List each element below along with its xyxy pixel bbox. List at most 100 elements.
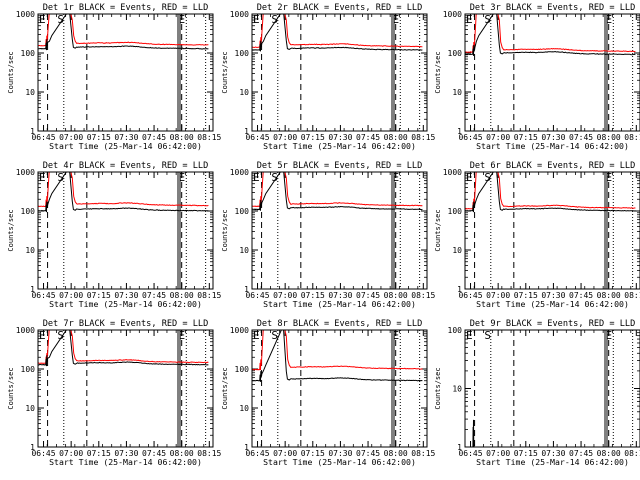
marker-label-e: E bbox=[253, 13, 260, 26]
x-tick-label: 08:00 bbox=[384, 133, 408, 142]
series-events-line bbox=[465, 14, 636, 56]
y-tick-label: 10 bbox=[239, 246, 249, 255]
x-tick-label: 08:15 bbox=[197, 133, 221, 142]
x-axis-label: Start Time (25-Mar-14 06:42:00) bbox=[476, 299, 629, 309]
series-events-line bbox=[252, 172, 423, 211]
y-axis-label: Counts/sec bbox=[7, 209, 15, 251]
marker-label-e: E bbox=[253, 329, 260, 342]
marker-label-e: E bbox=[39, 171, 46, 184]
x-tick-label: 07:30 bbox=[114, 133, 138, 142]
x-tick-label: 07:45 bbox=[569, 449, 593, 458]
series-lld-line bbox=[38, 14, 209, 47]
x-tick-label: 07:00 bbox=[486, 133, 510, 142]
y-tick-label: 1 bbox=[30, 127, 35, 136]
y-tick-label: 10 bbox=[239, 88, 249, 97]
marker-label-e: E bbox=[466, 13, 473, 26]
chart-panel: Det 4r BLACK = Events, RED = LLD Counts/s… bbox=[7, 161, 222, 309]
y-tick-label: 1000 bbox=[16, 326, 35, 335]
series-events-line bbox=[252, 14, 423, 52]
plot-frame bbox=[251, 171, 428, 290]
marker-label-e: E bbox=[393, 171, 400, 184]
x-tick-label: 07:00 bbox=[486, 449, 510, 458]
y-axis-label: Counts/sec bbox=[221, 209, 229, 251]
x-tick-label: 06:45 bbox=[31, 133, 55, 142]
x-tick-label: 06:45 bbox=[245, 449, 269, 458]
series-lld-line bbox=[465, 14, 636, 54]
series-events-line bbox=[252, 330, 423, 382]
marker-label-e: E bbox=[606, 171, 613, 184]
y-tick-label: 100 bbox=[21, 365, 36, 374]
series-events-line bbox=[38, 330, 209, 367]
panel-title: Det 5r BLACK = Events, RED = LLD bbox=[257, 161, 423, 171]
y-tick-label: 100 bbox=[235, 365, 250, 374]
y-tick-label: 10 bbox=[25, 88, 35, 97]
x-tick-label: 06:45 bbox=[245, 133, 269, 142]
x-tick-label: 07:45 bbox=[356, 449, 380, 458]
panel-title: Det 6r BLACK = Events, RED = LLD bbox=[470, 161, 636, 171]
x-tick-label: 08:00 bbox=[597, 133, 621, 142]
y-axis-label: Counts/sec bbox=[434, 209, 442, 251]
marker-label-e: E bbox=[39, 329, 46, 342]
x-tick-label: 07:30 bbox=[328, 133, 352, 142]
x-tick-label: 07:00 bbox=[59, 449, 83, 458]
plot-frame bbox=[251, 329, 428, 448]
x-axis-label: Start Time (25-Mar-14 06:42:00) bbox=[476, 141, 629, 151]
x-tick-label: 06:45 bbox=[458, 291, 482, 300]
marker-label-s: S bbox=[484, 171, 491, 184]
y-axis-label: Counts/sec bbox=[7, 367, 15, 409]
plot-frame bbox=[37, 13, 214, 132]
x-tick-label: 07:30 bbox=[541, 133, 565, 142]
x-axis-label: Start Time (25-Mar-14 06:42:00) bbox=[49, 457, 202, 467]
x-tick-label: 06:45 bbox=[31, 449, 55, 458]
plot-frame bbox=[251, 13, 428, 132]
marker-label-s: S bbox=[271, 13, 278, 26]
y-tick-label: 10 bbox=[452, 88, 462, 97]
x-tick-label: 08:00 bbox=[170, 133, 194, 142]
x-tick-label: 07:45 bbox=[142, 449, 166, 458]
x-tick-label: 07:00 bbox=[273, 133, 297, 142]
y-axis-label: Counts/sec bbox=[221, 367, 229, 409]
chart-panel: Det 3r BLACK = Events, RED = LLD Counts/s… bbox=[434, 3, 640, 151]
x-tick-label: 08:00 bbox=[597, 449, 621, 458]
y-tick-label: 1 bbox=[30, 443, 35, 452]
marker-label-e: E bbox=[466, 171, 473, 184]
x-tick-label: 07:30 bbox=[328, 449, 352, 458]
chart-panel: Det 2r BLACK = Events, RED = LLD Counts/s… bbox=[221, 3, 436, 151]
x-tick-label: 07:30 bbox=[114, 449, 138, 458]
x-tick-label: 07:45 bbox=[142, 133, 166, 142]
panel-title: Det 7r BLACK = Events, RED = LLD bbox=[43, 319, 209, 329]
x-tick-label: 07:30 bbox=[541, 449, 565, 458]
series-events-line bbox=[38, 172, 209, 213]
y-tick-label: 10 bbox=[452, 246, 462, 255]
series-events-line bbox=[465, 172, 636, 213]
x-tick-label: 06:45 bbox=[31, 291, 55, 300]
y-tick-label: 1 bbox=[244, 443, 249, 452]
chart-panel: Det 9r BLACK = Events, RED = LLD Counts/s… bbox=[434, 319, 640, 467]
chart-panel: Det 7r BLACK = Events, RED = LLD Counts/s… bbox=[7, 319, 222, 467]
y-tick-label: 10 bbox=[25, 404, 35, 413]
y-tick-label: 10 bbox=[239, 404, 249, 413]
marker-label-s: S bbox=[57, 329, 64, 342]
x-axis-label: Start Time (25-Mar-14 06:42:00) bbox=[476, 457, 629, 467]
marker-label-e: E bbox=[393, 13, 400, 26]
plot-frame bbox=[37, 171, 214, 290]
chart-panel: Det 8r BLACK = Events, RED = LLD Counts/s… bbox=[221, 319, 436, 467]
marker-label-s: S bbox=[271, 171, 278, 184]
x-tick-label: 07:15 bbox=[514, 133, 538, 142]
x-tick-label: 07:15 bbox=[87, 291, 111, 300]
panel-title: Det 3r BLACK = Events, RED = LLD bbox=[470, 3, 636, 13]
y-axis-label: Counts/sec bbox=[7, 51, 15, 93]
x-axis-label: Start Time (25-Mar-14 06:42:00) bbox=[263, 457, 416, 467]
x-tick-label: 07:15 bbox=[87, 133, 111, 142]
y-tick-label: 100 bbox=[448, 207, 463, 216]
y-tick-label: 100 bbox=[235, 207, 250, 216]
marker-label-e: E bbox=[179, 13, 186, 26]
y-tick-label: 1 bbox=[30, 285, 35, 294]
marker-label-e: E bbox=[39, 13, 46, 26]
x-tick-label: 08:15 bbox=[411, 133, 435, 142]
series-lld-line bbox=[252, 330, 423, 371]
x-tick-label: 07:00 bbox=[59, 133, 83, 142]
y-tick-label: 1 bbox=[457, 127, 462, 136]
y-tick-label: 1 bbox=[457, 285, 462, 294]
